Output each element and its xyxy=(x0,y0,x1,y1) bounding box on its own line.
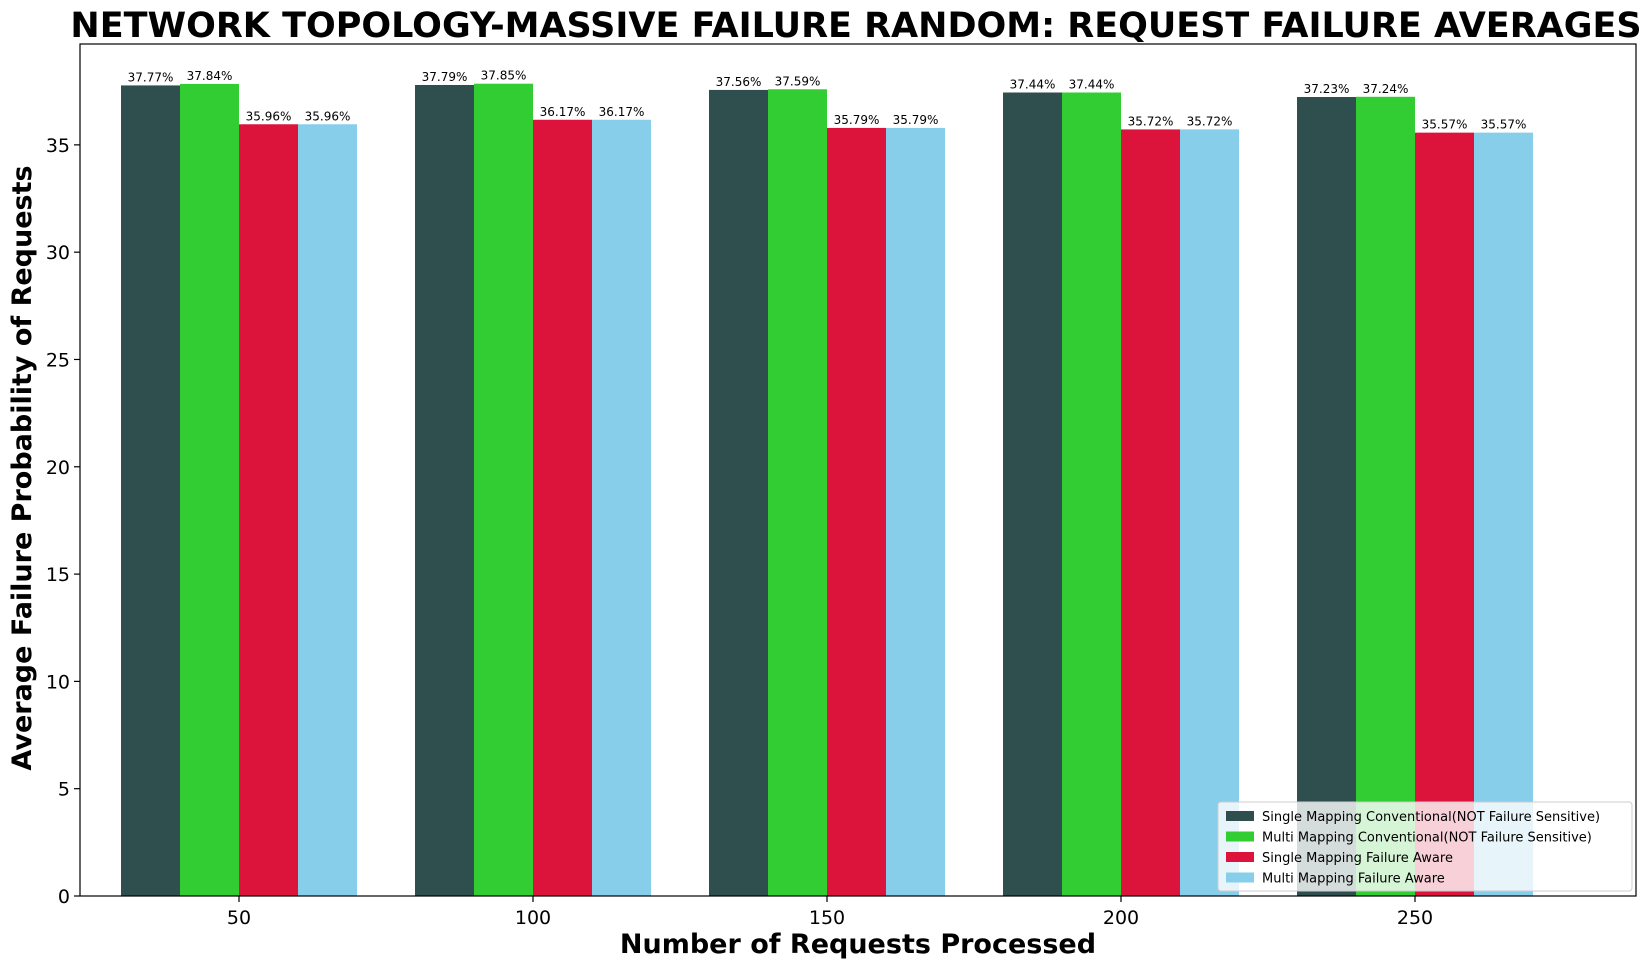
y-axis: 0 5 10 15 20 25 30 35 xyxy=(46,135,80,908)
legend-swatch xyxy=(1226,852,1254,862)
data-label: 37.84% xyxy=(187,69,233,83)
data-label: 35.79% xyxy=(834,113,880,127)
legend-entry: Multi Mapping Conventional(NOT Failure S… xyxy=(1262,831,1592,846)
bar-1-50 xyxy=(121,85,180,896)
x-axis-label: Number of Requests Processed xyxy=(620,929,1096,960)
legend-swatch xyxy=(1226,811,1254,821)
plot-frame xyxy=(79,43,1637,897)
bar-3-200 xyxy=(1121,129,1180,896)
bar-4-250 xyxy=(1474,132,1533,896)
legend-entry: Multi Mapping Failure Aware xyxy=(1262,872,1445,887)
y-tick-label: 25 xyxy=(46,349,70,371)
data-label: 37.85% xyxy=(481,69,527,83)
x-tick-label: 100 xyxy=(515,907,551,929)
data-label: 37.77% xyxy=(128,70,174,84)
data-label: 35.57% xyxy=(1481,118,1527,132)
bar-1-100 xyxy=(415,84,474,897)
legend-entry: Single Mapping Failure Aware xyxy=(1262,851,1453,866)
bar-3-250 xyxy=(1415,132,1474,896)
x-tick-label: 200 xyxy=(1103,907,1139,929)
bar-1-200 xyxy=(1003,92,1062,896)
y-tick-label: 15 xyxy=(46,564,70,586)
y-tick-label: 10 xyxy=(46,671,70,693)
data-label: 37.79% xyxy=(422,70,468,84)
x-tick-label: 250 xyxy=(1397,907,1433,929)
legend-swatch xyxy=(1226,831,1254,842)
bar-3-50 xyxy=(239,124,298,896)
bar-2-50 xyxy=(180,83,239,897)
data-label: 36.17% xyxy=(540,105,586,119)
bar-3-100 xyxy=(533,119,592,896)
y-axis-label: Average Failure Probability of Requests xyxy=(7,165,38,770)
legend-box xyxy=(1217,801,1633,892)
legend-swatch xyxy=(1226,872,1254,883)
data-label: 37.24% xyxy=(1363,82,1409,96)
data-label: 37.44% xyxy=(1010,78,1056,92)
bar-1-250 xyxy=(1297,97,1356,897)
bar-3-150 xyxy=(827,127,886,896)
x-axis: 50 100 150 200 250 xyxy=(227,896,1433,929)
data-label: 37.56% xyxy=(716,75,762,89)
bar-2-250 xyxy=(1356,96,1415,897)
bar-4-150 xyxy=(886,127,945,896)
y-tick-label: 0 xyxy=(58,886,70,908)
y-tick-label: 35 xyxy=(46,135,70,157)
data-label: 35.72% xyxy=(1187,114,1233,128)
data-labels-layer: 37.77% 37.79% 37.56% 37.44% 37.23% 37.84% 37.8… xyxy=(128,69,1527,132)
data-label: 37.23% xyxy=(1304,82,1350,96)
data-label: 36.17% xyxy=(599,105,645,119)
data-label: 35.79% xyxy=(893,113,939,127)
bar-4-50 xyxy=(298,124,357,896)
x-tick-label: 50 xyxy=(227,907,251,929)
y-tick-label: 30 xyxy=(46,242,70,264)
bar-4-100 xyxy=(592,119,651,896)
data-label: 35.96% xyxy=(246,109,292,123)
x-tick-label: 150 xyxy=(809,907,845,929)
data-label: 35.96% xyxy=(305,109,351,123)
bar-1-150 xyxy=(709,89,768,896)
bar-4-200 xyxy=(1180,129,1239,896)
data-label: 35.57% xyxy=(1422,118,1468,132)
legend-entry: Single Mapping Conventional(NOT Failure … xyxy=(1262,810,1600,825)
bar-2-150 xyxy=(768,89,827,897)
data-label: 35.72% xyxy=(1128,114,1174,128)
bar-2-200 xyxy=(1062,92,1121,896)
data-label: 37.59% xyxy=(775,74,821,88)
bar-2-100 xyxy=(474,83,533,897)
chart-title: NETWORK TOPOLOGY-MASSIVE FAILURE RANDOM:… xyxy=(70,6,1641,46)
legend: Single Mapping Conventional(NOT Failure … xyxy=(1217,801,1633,892)
bars-layer xyxy=(121,83,1533,897)
y-tick-label: 5 xyxy=(58,779,70,801)
data-label: 37.44% xyxy=(1069,78,1115,92)
y-tick-label: 20 xyxy=(46,457,70,479)
